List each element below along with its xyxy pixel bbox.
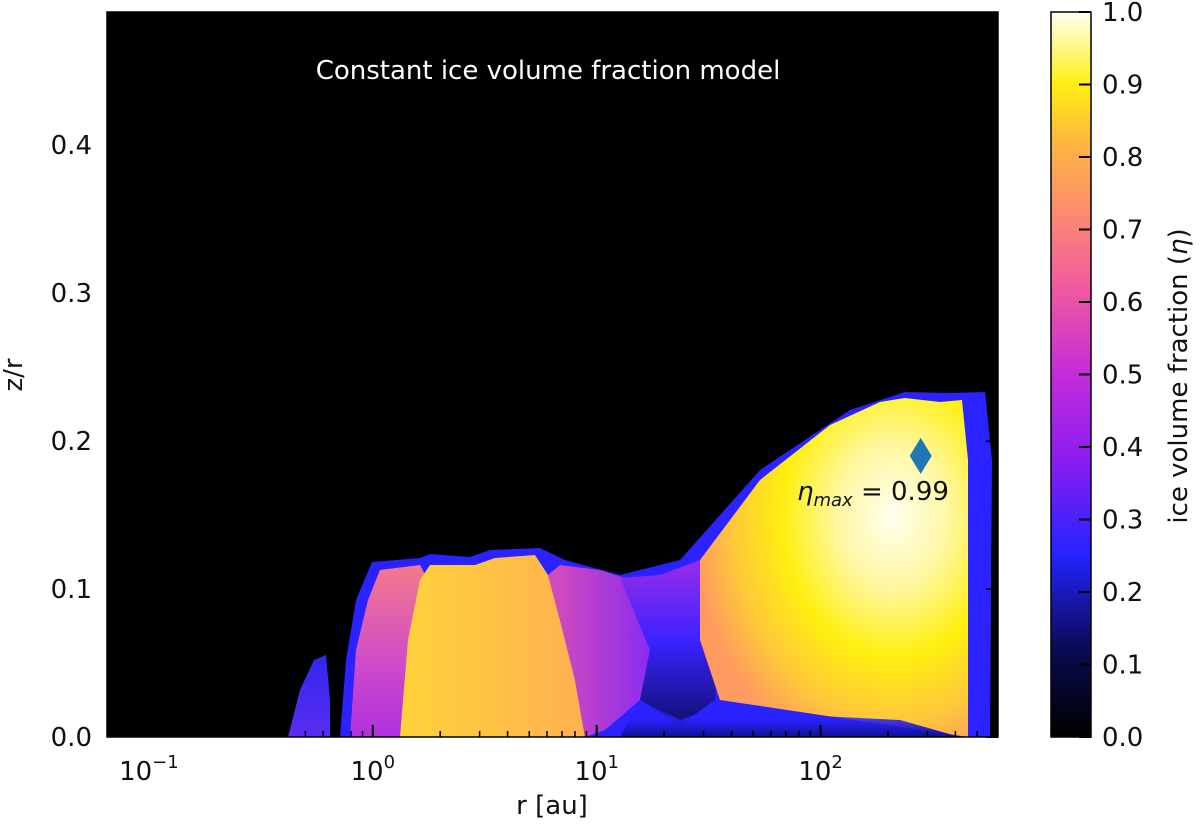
x-tick-label-2: 101 xyxy=(574,752,619,787)
y-tick-label-3: 0.3 xyxy=(51,279,92,309)
colorbar-tick-label-6: 0.6 xyxy=(1102,288,1143,318)
y-tick-label-0: 0.0 xyxy=(51,723,92,753)
colorbar-label-main: ice volume fraction ( xyxy=(1164,255,1194,524)
x-tick-label-0: 10−1 xyxy=(119,752,179,787)
colorbar-label: ice volume fraction (η) xyxy=(1164,228,1194,523)
y-axis-label: z/r xyxy=(0,358,29,391)
x-tick-label-1: 100 xyxy=(351,752,396,787)
region-bottom-band xyxy=(620,700,960,737)
colorbar-ticks: 0.0 0.1 0.2 0.3 0.4 0.5 0.6 0.7 0.8 0.9 1.0 xyxy=(1079,0,1143,753)
colorbar-tick-label-7: 0.7 xyxy=(1102,216,1143,246)
y-tick-label-2: 0.2 xyxy=(51,427,92,457)
colorbar-label-close: ) xyxy=(1164,228,1194,238)
chart-title: Constant ice volume fraction model xyxy=(316,56,781,86)
region-d xyxy=(620,560,720,725)
annotation-sub: max xyxy=(813,490,853,511)
colorbar-tick-label-0: 0.0 xyxy=(1102,723,1143,753)
colorbar-tick-label-3: 0.3 xyxy=(1102,506,1143,536)
colorbar-tick-label-2: 0.2 xyxy=(1102,578,1143,608)
plot-frame xyxy=(106,11,999,738)
region-c xyxy=(548,565,650,737)
region-inner-column xyxy=(288,655,330,737)
colorbar-tick-label-8: 0.8 xyxy=(1102,143,1143,173)
max-annotation: ηmax = 0.99 xyxy=(797,477,949,511)
annotation-eta: η xyxy=(797,477,813,507)
y-axis: 0.0 0.1 0.2 0.3 0.4 xyxy=(51,131,998,753)
region-b xyxy=(400,555,585,737)
colorbar-tick-label-4: 0.4 xyxy=(1102,433,1143,463)
annotation-value: = 0.99 xyxy=(853,477,949,507)
colorbar-label-symbol: η xyxy=(1164,239,1194,255)
heatmap-field xyxy=(288,392,992,737)
y-tick-label-1: 0.1 xyxy=(51,575,92,605)
y-tick-label-4: 0.4 xyxy=(51,131,92,161)
colorbar-tick-label-5: 0.5 xyxy=(1102,361,1143,391)
colorbar-tick-label-9: 0.9 xyxy=(1102,71,1143,101)
region-e xyxy=(700,398,968,737)
x-tick-label-3: 102 xyxy=(798,752,843,787)
max-marker-diamond xyxy=(909,437,932,474)
x-axis-label: r [au] xyxy=(516,791,588,821)
colorbar-tick-label-1: 0.1 xyxy=(1102,651,1143,681)
x-axis: 10−1 100 101 102 xyxy=(113,725,996,787)
colorbar-tick-label-10: 1.0 xyxy=(1102,0,1143,28)
